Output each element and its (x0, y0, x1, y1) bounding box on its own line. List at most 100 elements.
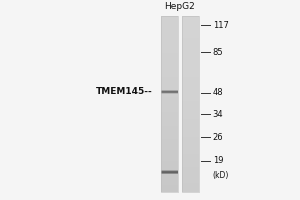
Bar (182, 152, 199, 154)
Bar (182, 29, 199, 31)
Bar (182, 71, 199, 73)
Bar (182, 167, 199, 170)
Text: 34: 34 (213, 110, 223, 119)
Bar (161, 40, 178, 42)
Text: 19: 19 (213, 156, 223, 165)
Bar (182, 137, 199, 139)
Bar (161, 159, 178, 161)
Text: 117: 117 (213, 21, 229, 30)
Bar (161, 128, 178, 130)
Bar (182, 176, 199, 178)
Bar (161, 132, 178, 134)
Bar (182, 53, 199, 55)
Bar (161, 170, 178, 172)
Bar (182, 185, 199, 187)
Bar (161, 90, 178, 93)
Bar (182, 46, 199, 49)
Text: HepG2: HepG2 (164, 2, 195, 11)
Bar (161, 42, 178, 44)
Bar (161, 119, 178, 121)
Bar (161, 16, 178, 18)
Bar (182, 35, 199, 38)
Bar (182, 16, 199, 18)
Bar (161, 165, 178, 167)
Bar (161, 60, 178, 62)
Bar (161, 99, 178, 101)
Bar (182, 106, 199, 108)
Bar (182, 20, 199, 22)
Bar (182, 75, 199, 77)
Bar (161, 143, 178, 145)
Bar (182, 154, 199, 156)
Bar (161, 139, 178, 141)
Bar (182, 49, 199, 51)
Bar (182, 115, 199, 117)
Bar (182, 16, 199, 192)
Bar (182, 150, 199, 152)
Bar (161, 126, 178, 128)
Bar (182, 62, 199, 64)
Bar (161, 95, 178, 97)
Bar (182, 108, 199, 110)
Bar (182, 51, 199, 53)
Text: 85: 85 (213, 48, 223, 57)
Bar (161, 172, 178, 174)
Bar (182, 33, 199, 35)
Bar (161, 29, 178, 31)
Bar (161, 176, 178, 178)
Text: 26: 26 (213, 133, 223, 142)
Bar (161, 130, 178, 132)
Bar (161, 123, 178, 126)
Bar (161, 49, 178, 51)
Bar (182, 101, 199, 104)
Bar (182, 132, 199, 134)
Bar (161, 185, 178, 187)
Bar (182, 24, 199, 27)
Bar (182, 27, 199, 29)
Bar (161, 16, 178, 192)
Bar (182, 181, 199, 183)
Bar (161, 84, 178, 86)
Bar (161, 71, 178, 73)
Bar (161, 51, 178, 53)
Bar (161, 106, 178, 108)
Bar (182, 128, 199, 130)
Bar (182, 117, 199, 119)
Bar (182, 139, 199, 141)
Bar (182, 143, 199, 145)
Bar (161, 77, 178, 79)
Bar (182, 156, 199, 159)
Bar (161, 141, 178, 143)
Bar (182, 141, 199, 143)
Bar (182, 161, 199, 163)
Bar (182, 126, 199, 128)
Bar (182, 82, 199, 84)
Bar (161, 112, 178, 115)
Bar (182, 178, 199, 181)
Bar (161, 33, 178, 35)
Bar (182, 18, 199, 20)
Bar (161, 110, 178, 112)
Bar (161, 44, 178, 46)
Bar (161, 38, 178, 40)
Bar (161, 20, 178, 22)
Bar (161, 97, 178, 99)
Bar (182, 55, 199, 57)
Bar (161, 134, 178, 137)
Bar (161, 154, 178, 156)
Bar (161, 156, 178, 159)
Text: 48: 48 (213, 88, 223, 97)
Bar (182, 95, 199, 97)
Bar (161, 161, 178, 163)
Bar (161, 167, 178, 170)
Bar (161, 145, 178, 148)
Bar (182, 97, 199, 99)
Bar (182, 44, 199, 46)
Bar (182, 93, 199, 95)
Bar (161, 163, 178, 165)
Bar (182, 148, 199, 150)
Bar (182, 77, 199, 79)
Bar (182, 170, 199, 172)
Text: TMEM145--: TMEM145-- (96, 87, 153, 96)
Bar (161, 101, 178, 104)
